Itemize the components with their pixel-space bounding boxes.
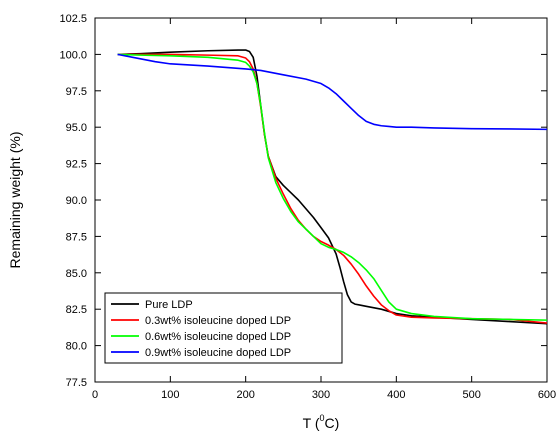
x-tick-label: 400: [387, 389, 405, 401]
y-tick-label: 90.0: [66, 195, 87, 207]
legend-label: 0.6wt% isoleucine doped LDP: [145, 331, 291, 343]
y-tick-label: 77.5: [66, 377, 87, 389]
y-tick-label: 85.0: [66, 268, 87, 280]
series-line-3: [117, 53, 548, 321]
legend-label: 0.9wt% isoleucine doped LDP: [145, 347, 291, 359]
y-tick-label: 102.5: [59, 13, 87, 25]
y-tick-label: 87.5: [66, 231, 87, 243]
x-tick-label: 100: [161, 389, 179, 401]
legend-label: 0.3wt% isoleucine doped LDP: [145, 315, 291, 327]
x-tick-label: 500: [462, 389, 480, 401]
x-tick-label: 200: [236, 389, 254, 401]
x-tick-label: 300: [312, 389, 330, 401]
series-line-4: [117, 53, 548, 131]
y-tick-label: 100.0: [59, 49, 87, 61]
x-tick-label: 0: [92, 389, 98, 401]
x-axis-title: T (0C): [303, 413, 340, 431]
series-line-1: [117, 49, 548, 325]
x-axis-title-sup: 0: [320, 413, 325, 423]
y-tick-label: 97.5: [66, 86, 87, 98]
series-line-2: [117, 53, 548, 324]
legend-label: Pure LDP: [145, 299, 193, 311]
y-axis-title: Remaining weight (%): [7, 132, 23, 269]
legend-box: [104, 292, 343, 364]
y-tick-label: 92.5: [66, 159, 87, 171]
x-axis-title-main: T (: [303, 415, 320, 431]
y-tick-label: 82.5: [66, 304, 87, 316]
y-tick-label: 95.0: [66, 122, 87, 134]
y-tick-label: 80.0: [66, 341, 87, 353]
x-axis-title-suffix: C): [325, 415, 340, 431]
legend: Pure LDP 0.3wt% isoleucine doped LDP 0.6wt…: [104, 292, 343, 364]
x-tick-label: 600: [538, 389, 556, 401]
